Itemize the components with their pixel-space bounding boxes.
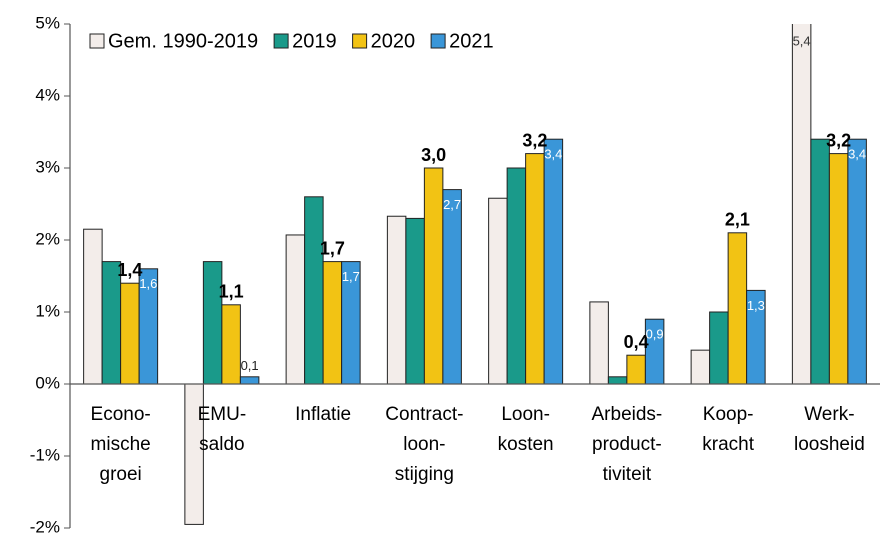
bar — [120, 282, 140, 385]
data-label: 0,4 — [624, 332, 649, 352]
data-label: 3,4 — [544, 147, 562, 162]
bar — [83, 228, 103, 385]
legend-swatch — [430, 33, 446, 49]
bar — [488, 197, 508, 385]
data-label: 3,4 — [848, 147, 866, 162]
bar — [525, 153, 545, 385]
bar — [386, 215, 407, 385]
bar — [709, 311, 729, 385]
data-label: 1,1 — [219, 282, 244, 302]
x-tick-label: Loon- — [501, 404, 550, 425]
bar — [589, 301, 609, 385]
data-label: 3,0 — [421, 145, 446, 165]
x-tick-label: stijging — [395, 464, 454, 485]
x-tick-label: EMU- — [198, 404, 247, 425]
bar — [607, 376, 628, 385]
legend-label: 2019 — [292, 30, 337, 52]
x-tick-label: mische — [91, 434, 151, 455]
bar — [626, 354, 646, 385]
x-tick-label: Econo- — [91, 404, 151, 425]
x-tick-label: product- — [592, 434, 662, 455]
bar — [304, 196, 324, 385]
x-tick-label: Inflatie — [295, 404, 351, 425]
y-tick-label: 5% — [35, 13, 60, 32]
data-label: 2,1 — [725, 210, 750, 230]
data-label: 1,3 — [747, 298, 765, 313]
x-tick-label: saldo — [199, 434, 244, 455]
x-tick-label: Werk- — [804, 404, 854, 425]
bar — [202, 261, 223, 385]
legend-label: Gem. 1990-2019 — [108, 30, 258, 52]
bar — [423, 167, 444, 385]
y-tick-label: 4% — [35, 85, 60, 104]
x-tick-label: Koop- — [703, 404, 754, 425]
y-tick-label: -1% — [30, 445, 60, 464]
x-tick-label: Contract- — [385, 404, 463, 425]
x-tick-label: loon- — [403, 434, 445, 455]
x-tick-label: Arbeids- — [592, 404, 663, 425]
data-label: 1,7 — [342, 269, 360, 284]
legend-label: 2021 — [449, 30, 494, 52]
data-label: 2,7 — [443, 197, 461, 212]
bar — [221, 304, 241, 385]
bar — [405, 217, 425, 385]
y-tick-label: 1% — [35, 301, 60, 320]
bar — [101, 261, 122, 385]
bar — [828, 153, 849, 385]
data-label: 1,6 — [139, 276, 157, 291]
bar — [727, 232, 748, 385]
legend-swatch — [273, 33, 289, 49]
bar — [322, 261, 343, 385]
y-tick-label: 3% — [35, 157, 60, 176]
x-tick-label: kracht — [702, 434, 754, 455]
bar — [791, 24, 812, 385]
legend-swatch — [89, 33, 105, 49]
legend-label: 2020 — [371, 30, 416, 52]
data-label: 1,7 — [320, 238, 345, 258]
data-label: 3,2 — [826, 130, 851, 150]
bar — [239, 376, 260, 385]
y-tick-label: 0% — [35, 373, 60, 392]
bar — [810, 138, 830, 385]
x-tick-label: loosheid — [794, 434, 865, 455]
data-label: 0,1 — [241, 358, 259, 373]
data-label: 5,4 — [793, 33, 811, 48]
plot-area — [83, 24, 867, 525]
y-tick-label: -2% — [30, 517, 60, 535]
x-tick-label: tiviteit — [603, 464, 652, 485]
legend-swatch — [352, 33, 368, 49]
bar — [847, 138, 867, 385]
bar — [690, 349, 711, 385]
bar — [442, 189, 462, 385]
bar — [506, 167, 527, 385]
x-tick-label: kosten — [498, 434, 554, 455]
data-label: 3,2 — [522, 130, 547, 150]
data-label: 0,9 — [646, 327, 664, 342]
y-tick-label: 2% — [35, 229, 60, 248]
x-tick-label: groei — [100, 464, 142, 485]
data-label: 1,4 — [117, 260, 142, 280]
bar — [285, 234, 306, 385]
bar — [543, 138, 564, 385]
